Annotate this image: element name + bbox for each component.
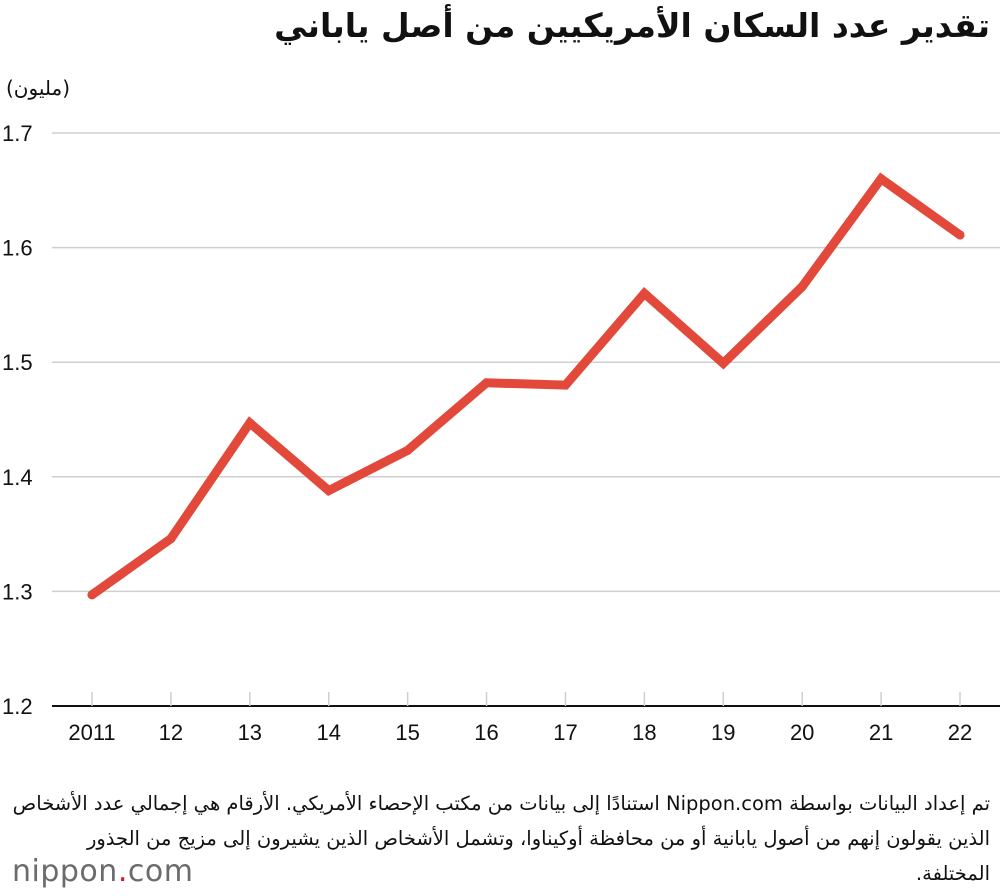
logo-text-com: com (127, 854, 194, 889)
series-line (87, 172, 965, 600)
x-tick-label: 20 (790, 720, 814, 745)
x-tick-label: 22 (948, 720, 972, 745)
x-tick-label: 14 (316, 720, 340, 745)
chart-title: تقدير عدد السكان الأمريكيين من أصل يابان… (274, 6, 990, 45)
y-axis-ticks: 1.2 1.3 1.4 1.5 1.6 1.7 (2, 121, 33, 719)
x-tick-label: 2011 (68, 720, 115, 745)
data-point (639, 288, 649, 298)
data-point (876, 174, 886, 184)
y-tick-label: 1.7 (2, 121, 33, 146)
source-note: تم إعداد البيانات بواسطة Nippon.com استن… (12, 792, 990, 885)
x-tick-label: 12 (159, 720, 183, 745)
data-point (560, 380, 570, 390)
x-tick-label: 17 (553, 720, 577, 745)
x-tick-label: 13 (238, 720, 262, 745)
x-tick-label: 19 (711, 720, 735, 745)
logo-text-nippon: nippon (12, 854, 118, 889)
y-tick-label: 1.6 (2, 236, 33, 261)
data-series (87, 172, 965, 600)
nippon-logo: nippon.com (12, 854, 202, 890)
data-point (797, 282, 807, 292)
data-point (166, 534, 176, 544)
x-tick-label: 15 (395, 720, 419, 745)
data-point (245, 418, 255, 428)
logo-dot: . (117, 854, 128, 889)
y-tick-label: 1.3 (2, 579, 33, 604)
data-point (324, 486, 334, 496)
x-tick-label: 18 (632, 720, 656, 745)
x-tick-label: 21 (869, 720, 893, 745)
data-point (955, 230, 965, 240)
gridlines (52, 132, 1000, 707)
y-tick-label: 1.5 (2, 350, 33, 375)
x-tick-label: 16 (474, 720, 498, 745)
y-axis-unit-label: (مليون) (6, 76, 70, 100)
data-point (718, 358, 728, 368)
line-chart: 1.21.31.41.51.61.7 2011 12 13 14 15 16 17 18 19 2… (2, 121, 1000, 745)
y-tick-label: 1.2 (2, 694, 33, 719)
data-point (482, 378, 492, 388)
y-tick-label: 1.4 (2, 465, 33, 490)
data-point (403, 445, 413, 455)
x-axis-ticks: 2011 12 13 14 15 16 17 18 19 20 21 22 (68, 692, 972, 745)
data-point (87, 590, 97, 600)
